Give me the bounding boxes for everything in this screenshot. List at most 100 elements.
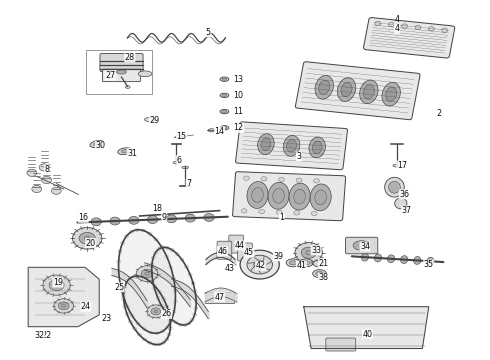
Ellipse shape	[145, 117, 155, 122]
Text: 47: 47	[215, 292, 224, 302]
Circle shape	[162, 341, 166, 344]
Circle shape	[170, 319, 173, 321]
FancyBboxPatch shape	[233, 172, 345, 221]
Ellipse shape	[117, 70, 126, 74]
Circle shape	[154, 238, 158, 241]
Circle shape	[150, 263, 154, 266]
Circle shape	[157, 248, 161, 251]
Ellipse shape	[122, 149, 128, 153]
Circle shape	[153, 284, 157, 287]
Circle shape	[132, 327, 136, 330]
Circle shape	[43, 275, 71, 295]
Circle shape	[128, 320, 132, 323]
Circle shape	[247, 255, 272, 274]
Circle shape	[27, 169, 37, 176]
Ellipse shape	[385, 177, 404, 197]
Text: 3: 3	[296, 152, 301, 161]
Text: 46: 46	[218, 247, 227, 256]
Ellipse shape	[353, 241, 370, 250]
Ellipse shape	[222, 94, 227, 96]
Circle shape	[79, 233, 95, 244]
Ellipse shape	[204, 213, 214, 221]
Circle shape	[162, 297, 166, 300]
Circle shape	[137, 275, 141, 278]
Text: 28: 28	[125, 53, 135, 62]
Text: 40: 40	[363, 330, 372, 338]
Ellipse shape	[315, 76, 333, 99]
Circle shape	[170, 248, 174, 251]
Circle shape	[137, 333, 141, 336]
Text: 19: 19	[53, 278, 63, 287]
Circle shape	[155, 332, 159, 335]
Circle shape	[166, 325, 170, 328]
Text: 1: 1	[279, 213, 284, 222]
Ellipse shape	[393, 164, 401, 167]
FancyBboxPatch shape	[345, 237, 378, 254]
Circle shape	[259, 210, 265, 214]
Circle shape	[173, 289, 177, 292]
Circle shape	[172, 277, 175, 280]
Text: 10: 10	[234, 91, 244, 100]
FancyBboxPatch shape	[217, 241, 232, 259]
Circle shape	[84, 236, 90, 240]
Circle shape	[151, 308, 161, 315]
Ellipse shape	[90, 140, 104, 148]
Circle shape	[244, 176, 249, 180]
FancyBboxPatch shape	[238, 243, 252, 261]
Ellipse shape	[388, 255, 395, 263]
Ellipse shape	[299, 259, 313, 267]
Text: 16: 16	[78, 213, 88, 222]
Circle shape	[241, 209, 247, 213]
Circle shape	[306, 251, 312, 255]
Ellipse shape	[175, 135, 182, 139]
Bar	[86, 50, 152, 94]
Ellipse shape	[261, 138, 271, 150]
Circle shape	[161, 246, 165, 249]
Circle shape	[49, 280, 64, 291]
FancyBboxPatch shape	[236, 122, 347, 170]
Circle shape	[428, 27, 434, 31]
Circle shape	[158, 291, 162, 293]
Circle shape	[153, 251, 157, 254]
Polygon shape	[119, 230, 175, 333]
Circle shape	[167, 312, 171, 315]
Ellipse shape	[341, 82, 352, 96]
Circle shape	[294, 211, 300, 215]
Ellipse shape	[138, 71, 152, 77]
Circle shape	[58, 302, 69, 310]
Circle shape	[151, 256, 155, 259]
Circle shape	[179, 323, 183, 326]
Ellipse shape	[166, 215, 176, 223]
Circle shape	[149, 331, 153, 334]
Ellipse shape	[273, 188, 284, 203]
Circle shape	[122, 291, 125, 293]
Circle shape	[375, 21, 381, 26]
Ellipse shape	[360, 80, 378, 104]
Text: 39: 39	[273, 252, 283, 261]
Ellipse shape	[313, 270, 326, 278]
Circle shape	[415, 25, 421, 30]
Circle shape	[261, 177, 267, 181]
Ellipse shape	[361, 253, 368, 261]
Ellipse shape	[222, 127, 227, 129]
FancyBboxPatch shape	[326, 338, 356, 351]
Text: 2: 2	[436, 109, 441, 118]
Ellipse shape	[268, 183, 289, 209]
Circle shape	[133, 275, 137, 278]
Circle shape	[136, 266, 158, 282]
Circle shape	[188, 273, 192, 276]
Ellipse shape	[220, 109, 229, 114]
Circle shape	[147, 280, 151, 283]
Circle shape	[150, 271, 154, 274]
Circle shape	[295, 243, 322, 263]
Text: 9: 9	[162, 213, 167, 222]
Circle shape	[123, 285, 127, 288]
Ellipse shape	[386, 87, 397, 101]
Circle shape	[194, 299, 198, 302]
Text: 23: 23	[102, 314, 112, 323]
Circle shape	[145, 272, 149, 275]
Text: 27: 27	[105, 71, 115, 80]
Ellipse shape	[286, 259, 300, 267]
Circle shape	[128, 276, 132, 279]
Circle shape	[153, 288, 157, 291]
